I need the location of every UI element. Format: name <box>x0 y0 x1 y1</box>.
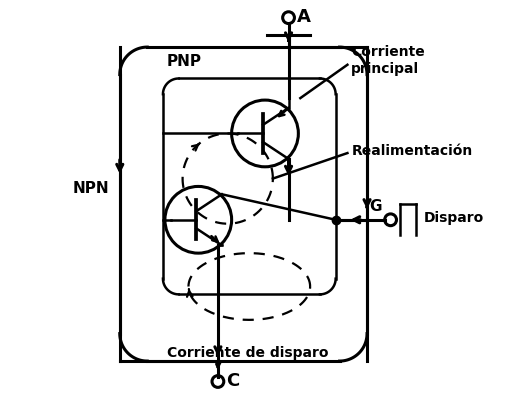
Text: NPN: NPN <box>73 181 109 196</box>
Text: Corriente
principal: Corriente principal <box>351 45 425 77</box>
Text: C: C <box>226 373 240 391</box>
Text: G: G <box>369 198 382 213</box>
Text: Corriente de disparo: Corriente de disparo <box>166 346 328 360</box>
Text: PNP: PNP <box>167 54 202 69</box>
Text: A: A <box>297 8 311 26</box>
Text: Disparo: Disparo <box>424 211 484 225</box>
Text: Realimentación: Realimentación <box>351 144 473 158</box>
